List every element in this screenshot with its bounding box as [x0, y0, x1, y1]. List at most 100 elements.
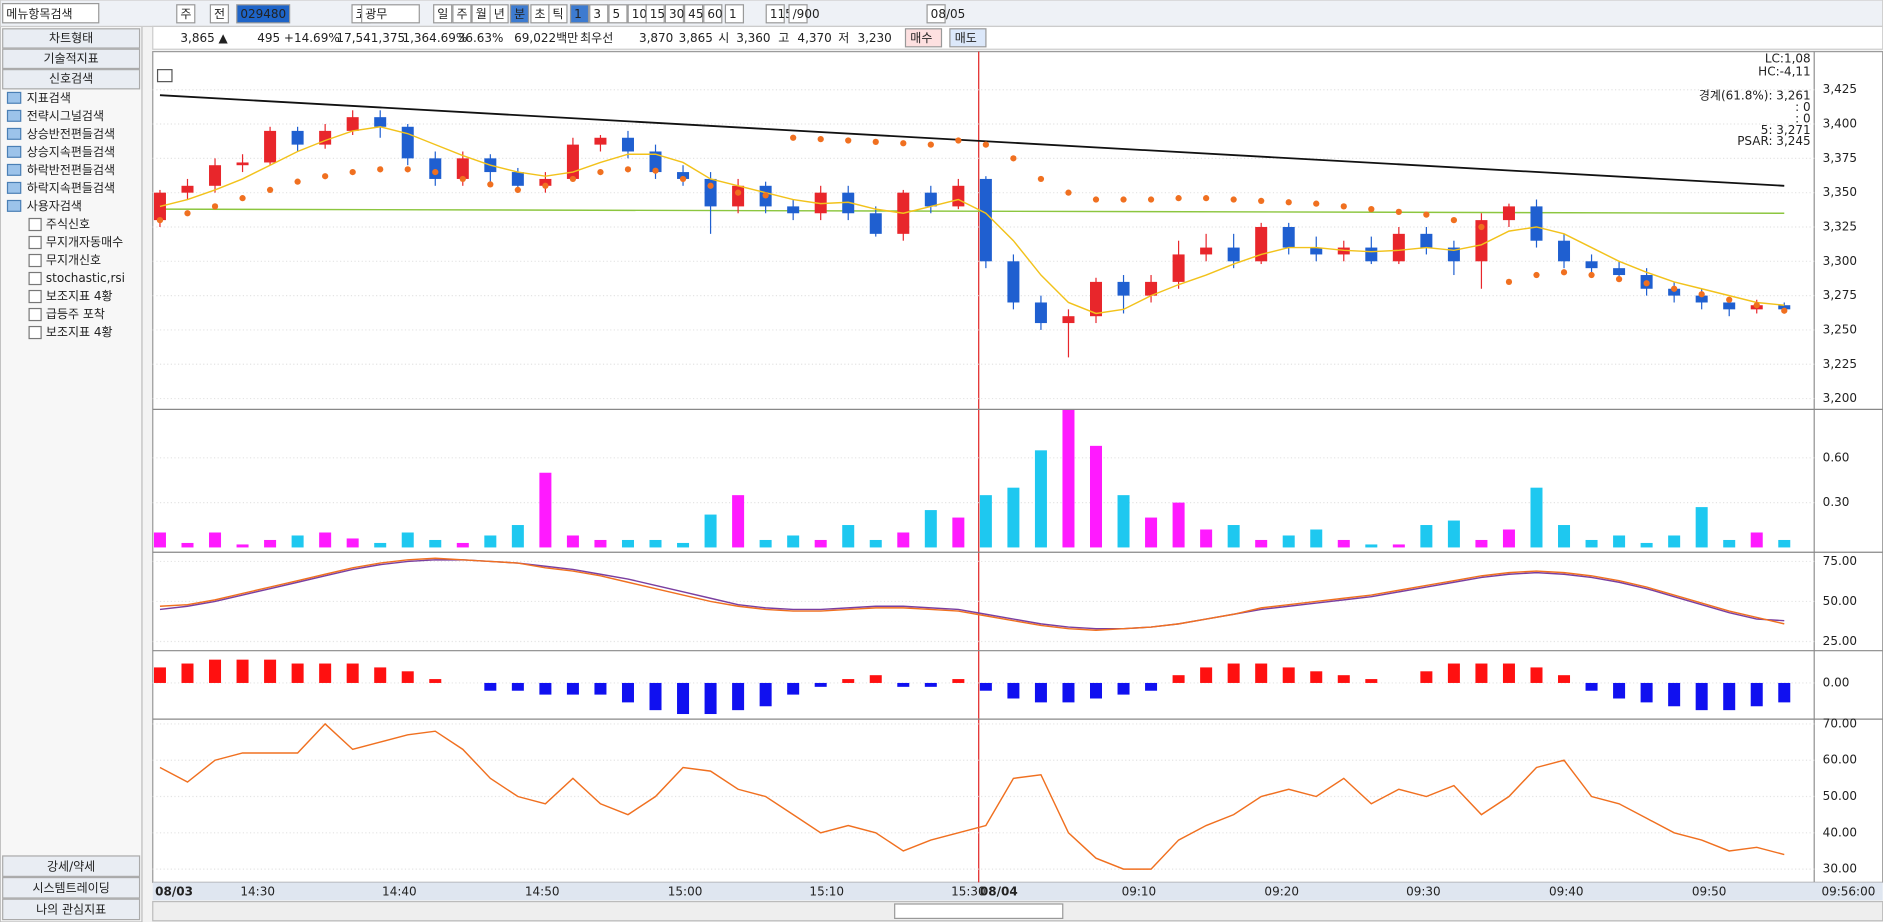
- user-item[interactable]: 무지개자동매수: [46, 235, 123, 249]
- tree-item[interactable]: 상승지속편들검색: [27, 145, 115, 159]
- toolbar-button[interactable]: [926, 4, 946, 24]
- tab-button[interactable]: [2, 69, 141, 90]
- toolbar-button[interactable]: [664, 4, 684, 24]
- toolbar-button[interactable]: [236, 4, 291, 24]
- quote-text: 3,865: [679, 31, 713, 45]
- toolbar-label[interactable]: 15: [650, 7, 665, 21]
- toolbar-label[interactable]: 60: [707, 7, 722, 21]
- toolbar-button[interactable]: [176, 4, 196, 24]
- hist-bar: [1007, 682, 1020, 699]
- toolbar-label[interactable]: 08/05: [931, 7, 966, 21]
- toolbar-button[interactable]: [788, 4, 808, 24]
- tab-label[interactable]: 기술적지표: [44, 51, 99, 65]
- volume-bar: [704, 514, 717, 548]
- toolbar-button[interactable]: [569, 4, 590, 24]
- user-item[interactable]: 보조지표 4황: [46, 289, 113, 303]
- bottom-button[interactable]: [2, 898, 141, 921]
- toolbar-label[interactable]: 틱: [553, 7, 564, 21]
- toolbar-label[interactable]: 5: [613, 7, 621, 21]
- toolbar-label[interactable]: 30: [669, 7, 684, 21]
- toolbar-label[interactable]: 주: [180, 7, 191, 21]
- tree-item[interactable]: 지표검색: [27, 91, 71, 105]
- candle-body: [1723, 302, 1736, 310]
- tab-label[interactable]: 신호검색: [49, 72, 93, 86]
- scroll-thumb[interactable]: [894, 903, 1064, 919]
- axis-area: [1813, 51, 1883, 883]
- toolbar-label[interactable]: 일: [437, 7, 448, 21]
- toolbar-label[interactable]: 45: [688, 7, 703, 21]
- tree-item[interactable]: 전략시그널검색: [27, 109, 104, 123]
- y-tick-label: 3,425: [1823, 82, 1857, 96]
- toolbar-button[interactable]: [361, 4, 420, 24]
- psar-dot: [845, 137, 852, 144]
- search-box[interactable]: [2, 3, 100, 24]
- toolbar-button[interactable]: [645, 4, 665, 24]
- volume-bar: [566, 535, 579, 548]
- toolbar-button[interactable]: [683, 4, 704, 24]
- toolbar-label[interactable]: 년: [494, 7, 505, 21]
- bottom-label[interactable]: 나의 관심지표: [36, 902, 106, 916]
- tab-button[interactable]: [2, 28, 141, 49]
- trade-button[interactable]: [904, 28, 943, 48]
- search-input[interactable]: 메뉴항목검색: [6, 7, 72, 21]
- toolbar-label[interactable]: 029480: [240, 7, 286, 21]
- toolbar-label[interactable]: 분: [514, 7, 525, 21]
- toolbar-label[interactable]: 전: [214, 7, 225, 21]
- toolbar-button[interactable]: [765, 4, 785, 24]
- toolbar-button[interactable]: [452, 4, 472, 24]
- hist-bar: [1778, 682, 1791, 703]
- toolbar-label[interactable]: 3: [593, 7, 601, 21]
- toolbar-button[interactable]: [724, 4, 745, 24]
- volume-bar: [869, 539, 882, 548]
- volume-bar: [1117, 495, 1130, 548]
- trade-button[interactable]: [949, 28, 987, 48]
- bottom-button[interactable]: [2, 876, 141, 899]
- toolbar-label[interactable]: 광무: [365, 7, 387, 21]
- psar-dot: [817, 136, 824, 143]
- user-item[interactable]: 급등주 포착: [46, 307, 105, 321]
- volume-bar: [1034, 450, 1047, 548]
- tree-item[interactable]: 상승반전편들검색: [27, 127, 115, 141]
- tree-item[interactable]: 하락지속편들검색: [27, 181, 115, 195]
- toolbar-label[interactable]: 월: [476, 7, 487, 21]
- x-tick-label: 15:30: [951, 884, 986, 898]
- toolbar-label[interactable]: 1: [729, 7, 737, 21]
- toolbar-button[interactable]: [589, 4, 609, 24]
- tree-item[interactable]: 사용자검색: [27, 199, 82, 213]
- toolbar-label[interactable]: 115: [770, 7, 793, 21]
- tab-label[interactable]: 차트형태: [49, 31, 93, 45]
- user-item[interactable]: 무지개신호: [46, 253, 101, 267]
- toolbar-button[interactable]: [489, 4, 509, 24]
- quote-text[interactable]: 매도: [955, 31, 977, 45]
- toolbar-button[interactable]: [608, 4, 628, 24]
- y-tick-label: 3,225: [1823, 357, 1857, 371]
- volume-bar: [1062, 409, 1075, 548]
- toolbar-label[interactable]: 초: [535, 7, 546, 21]
- volume-bar: [1695, 507, 1708, 548]
- volume-bar: [319, 532, 332, 548]
- bottom-label[interactable]: 시스템트레이딩: [32, 881, 109, 895]
- quote-text[interactable]: 매수: [910, 31, 932, 45]
- toolbar-label[interactable]: 1: [574, 7, 582, 21]
- volume-bar: [1089, 445, 1103, 548]
- toolbar-button[interactable]: [703, 4, 723, 24]
- toolbar-label[interactable]: 10: [632, 7, 647, 21]
- hist-bar: [1447, 663, 1460, 683]
- toolbar-button[interactable]: [509, 4, 530, 24]
- chart-menu-icon[interactable]: [156, 69, 173, 83]
- toolbar-label[interactable]: /900: [793, 7, 820, 21]
- tree-item[interactable]: 하락반전편들검색: [27, 163, 115, 177]
- user-item[interactable]: 보조지표 4황: [46, 325, 113, 339]
- toolbar-label[interactable]: 주: [456, 7, 467, 21]
- bottom-button[interactable]: [2, 855, 141, 877]
- candle-body: [181, 185, 194, 193]
- toolbar-button[interactable]: [548, 4, 568, 24]
- toolbar-button[interactable]: [209, 4, 229, 24]
- toolbar-button[interactable]: [433, 4, 453, 24]
- tab-button[interactable]: [2, 48, 141, 70]
- psar-dot: [156, 216, 164, 224]
- quote-text: 시: [718, 31, 729, 45]
- user-item[interactable]: stochastic,rsi: [46, 271, 125, 285]
- bottom-label[interactable]: 강세/약세: [47, 858, 95, 873]
- user-item[interactable]: 주식신호: [46, 217, 90, 231]
